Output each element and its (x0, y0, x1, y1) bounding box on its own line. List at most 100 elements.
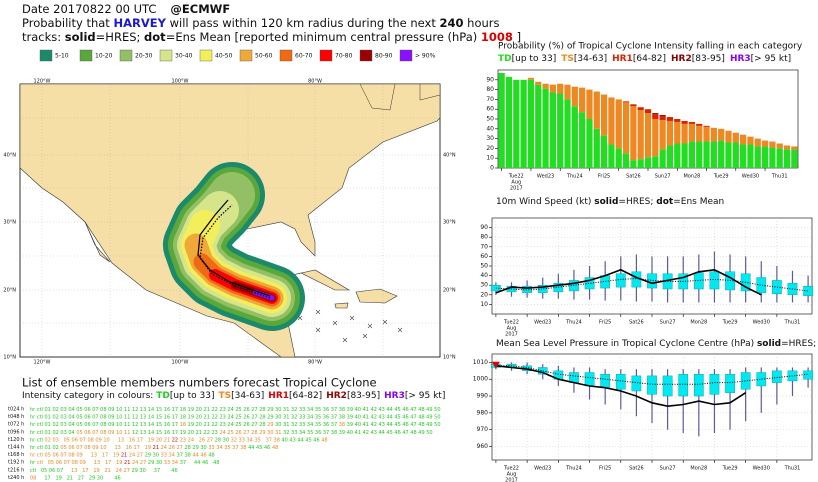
x-tick-label: Tue29 (722, 320, 738, 326)
category-name: HR1 (268, 391, 289, 401)
member-group: ctl 05 06 07 08 09 13 17 19 (37, 460, 124, 466)
row-members: hr ctl 01 02 03 04 05 06 07 08 09 10 11 … (30, 414, 441, 420)
member-group: 21 (121, 452, 129, 458)
bar-segment (791, 146, 798, 150)
lat-label: 10°N (3, 355, 16, 361)
legend-range: [34-63] (574, 54, 607, 64)
bar-segment (659, 115, 666, 117)
row-label: t024 h (8, 407, 24, 413)
y-tick-label: 0 (490, 165, 494, 172)
box (647, 375, 657, 395)
member-group: hr ctl 01 02 03 04 05 06 07 08 09 10 11 … (30, 407, 441, 413)
hispaniola (355, 288, 398, 304)
member-group: 30 31 32 33 34 35 36 37 (275, 422, 339, 428)
bar-segment (696, 123, 703, 126)
member-group: 17 19 21 27 29 30 46 (44, 475, 120, 481)
bar-segment (740, 134, 747, 145)
bar-segment (586, 119, 593, 168)
bar-segment (600, 135, 608, 168)
observed-pressure (491, 361, 500, 369)
legend-name: HR1 (612, 54, 633, 64)
box (756, 277, 767, 294)
bar-segment (564, 99, 571, 168)
x-tick-label: Sat26 (629, 466, 644, 472)
bar-segment (549, 92, 556, 168)
y-tick-label: 70 (480, 243, 488, 250)
ens-mean-track (199, 204, 271, 299)
x-tick-label: Tue22 (503, 466, 519, 472)
lon-label: 80°W (308, 79, 322, 85)
x-tick-year: 2017 (505, 478, 518, 482)
bar-segment (703, 141, 710, 168)
legend-swatch (239, 49, 253, 62)
bar-segment (520, 79, 527, 168)
title-part: dot (656, 197, 674, 207)
text: dot (144, 30, 166, 44)
source: @ECMWF (170, 2, 230, 16)
box (756, 372, 767, 387)
bar-segment (579, 112, 586, 168)
member-group: 37 38 (177, 452, 193, 458)
bar-segment (535, 81, 542, 85)
bar-segment (564, 84, 571, 100)
bar-segment (637, 159, 644, 168)
bar-segment (754, 146, 761, 168)
box (803, 285, 813, 296)
bar-segment (571, 106, 578, 168)
bar-segment (659, 116, 666, 120)
x-tick-label: Wed30 (753, 466, 770, 472)
y-tick-label: 60 (480, 253, 488, 260)
bar-segment (666, 120, 674, 146)
legend-name: HR2 (671, 54, 692, 64)
lat-label: 30°N (443, 220, 456, 226)
bar-segment (688, 121, 696, 124)
category-range: [34-63] (231, 391, 264, 401)
member-group: 08 (30, 475, 44, 481)
row-members: hr ctl 01 02 03 04 05 06 07 08 09 10 11 … (30, 407, 441, 413)
legend-label: 80-90 (375, 53, 393, 60)
y-tick-label: 20 (480, 291, 488, 298)
bar-segment (732, 132, 739, 143)
cross (349, 315, 355, 321)
x-tick-label: Thu31 (784, 466, 801, 472)
legend-label: 70-80 (335, 53, 353, 60)
bar-segment (769, 141, 776, 148)
member-group: 18 (180, 422, 188, 428)
bar-segment (505, 76, 513, 168)
hours: 240 (440, 16, 464, 30)
member-group: hr ctl 01 02 03 04 05 06 07 08 09 10 11 … (30, 414, 441, 420)
bar-segment (527, 79, 535, 168)
cross (362, 333, 368, 339)
row-label: t240 h (8, 475, 24, 481)
lat-label: 30°N (3, 220, 16, 226)
text: will pass within 120 km radius during th… (166, 16, 440, 30)
bar-segment (637, 107, 644, 111)
title-part: Mean Sea Level Pressure in Tropical Cycl… (496, 339, 757, 349)
member-group: 48 (321, 437, 327, 443)
legend-swatch (39, 49, 53, 62)
x-tick-label: Wed23 (534, 320, 551, 326)
x-tick-label: Fri25 (599, 466, 611, 472)
bar-segment (652, 119, 659, 157)
box (803, 370, 813, 380)
row-members: 08 17 19 21 27 29 30 46 (30, 475, 121, 481)
bar-segment (615, 99, 622, 149)
lat-label: 10°N (443, 355, 456, 361)
bar-segment (732, 142, 739, 168)
bar-segment (644, 109, 652, 114)
legend-label: 10-20 (95, 53, 113, 60)
bar-segment (535, 84, 542, 168)
bar-segment (674, 121, 681, 144)
category-range: [64-82] (289, 391, 322, 401)
cross (367, 323, 373, 329)
bar-segment (783, 145, 791, 150)
x-tick-label: Fri25 (598, 174, 610, 180)
x-tick-month: Aug (507, 326, 517, 332)
member-group: 19 20 21 22 23 24 25 26 27 28 (188, 422, 268, 428)
legend: TD[up to 33] TS[34-63] HR1[64-82] HR2[83-95… (498, 54, 791, 64)
member-group: 12 13 14 15 16 17 19 20 21 22 23 (132, 429, 219, 435)
legend-name: TD (498, 54, 512, 64)
cross (382, 319, 388, 325)
box (662, 375, 673, 397)
